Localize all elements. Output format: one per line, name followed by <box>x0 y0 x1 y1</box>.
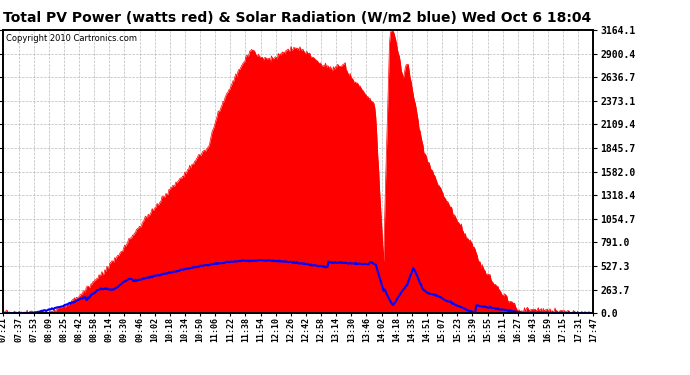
Text: Copyright 2010 Cartronics.com: Copyright 2010 Cartronics.com <box>6 34 137 43</box>
Text: Total PV Power (watts red) & Solar Radiation (W/m2 blue) Wed Oct 6 18:04: Total PV Power (watts red) & Solar Radia… <box>3 11 591 25</box>
